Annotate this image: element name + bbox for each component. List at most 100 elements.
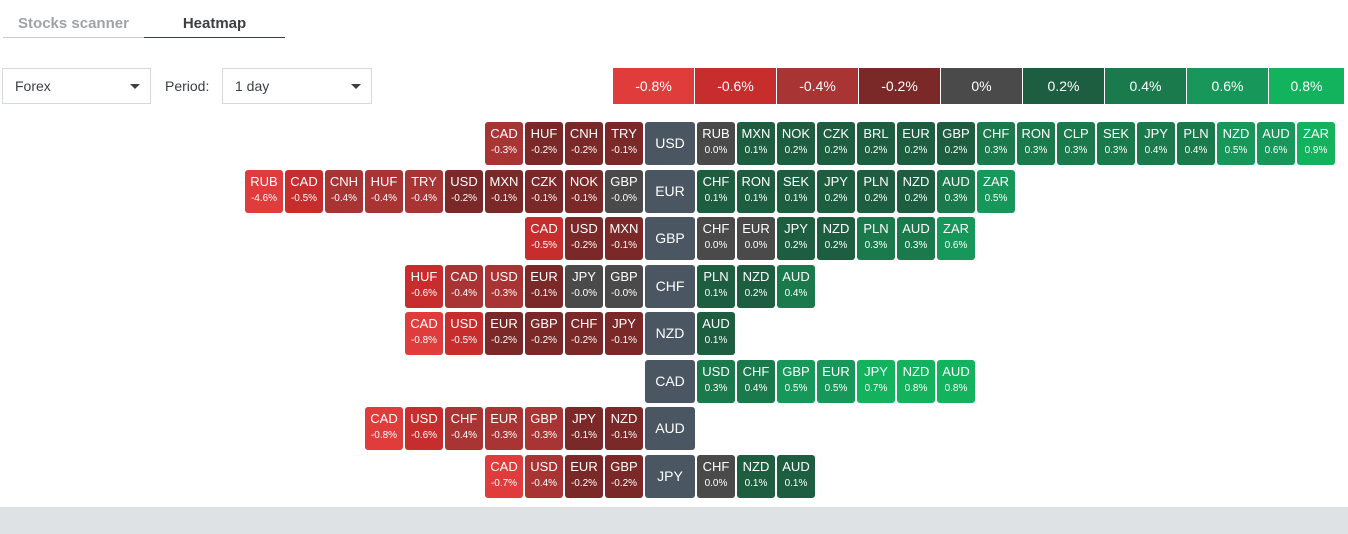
heatmap-cell-usd[interactable]: USD -0.5% <box>445 312 483 355</box>
heatmap-cell-try[interactable]: TRY -0.4% <box>405 170 443 213</box>
heatmap-cell-nzd[interactable]: NZD -0.1% <box>605 407 643 450</box>
cell-change: 0.1% <box>704 288 728 299</box>
base-currency-cad[interactable]: CAD <box>645 360 695 403</box>
heatmap-cell-nok[interactable]: NOK -0.1% <box>565 170 603 213</box>
heatmap-cell-chf[interactable]: CHF 0.0% <box>697 217 735 260</box>
heatmap-cell-jpy[interactable]: JPY -0.0% <box>565 265 603 308</box>
heatmap-cell-jpy[interactable]: JPY 0.7% <box>857 360 895 403</box>
base-currency-aud[interactable]: AUD <box>645 407 695 450</box>
heatmap-cell-aud[interactable]: AUD 0.6% <box>1257 122 1295 165</box>
heatmap-cell-cad[interactable]: CAD -0.8% <box>365 407 403 450</box>
heatmap-cell-nzd[interactable]: NZD 0.2% <box>737 265 775 308</box>
heatmap-cell-gbp[interactable]: GBP 0.2% <box>937 122 975 165</box>
heatmap-cell-sek[interactable]: SEK 0.3% <box>1097 122 1135 165</box>
heatmap-cell-aud[interactable]: AUD 0.1% <box>697 312 735 355</box>
heatmap-cell-nzd[interactable]: NZD 0.1% <box>737 455 775 498</box>
heatmap-cell-usd[interactable]: USD -0.6% <box>405 407 443 450</box>
heatmap-cell-jpy[interactable]: JPY 0.2% <box>777 217 815 260</box>
heatmap-cell-eur[interactable]: EUR -0.2% <box>485 312 523 355</box>
heatmap-cell-chf[interactable]: CHF -0.2% <box>565 312 603 355</box>
heatmap-cell-gbp[interactable]: GBP -0.2% <box>525 312 563 355</box>
heatmap-cell-clp[interactable]: CLP 0.3% <box>1057 122 1095 165</box>
heatmap-cell-usd[interactable]: USD -0.2% <box>445 170 483 213</box>
heatmap-cell-nok[interactable]: NOK 0.2% <box>777 122 815 165</box>
heatmap-cell-nzd[interactable]: NZD 0.5% <box>1217 122 1255 165</box>
heatmap-cell-jpy[interactable]: JPY 0.4% <box>1137 122 1175 165</box>
heatmap-cell-rub[interactable]: RUB 0.0% <box>697 122 735 165</box>
heatmap-cell-nzd[interactable]: NZD 0.2% <box>817 217 855 260</box>
heatmap-cell-huf[interactable]: HUF -0.6% <box>405 265 443 308</box>
heatmap-cell-cad[interactable]: CAD -0.5% <box>525 217 563 260</box>
heatmap-cell-sek[interactable]: SEK 0.1% <box>777 170 815 213</box>
heatmap-cell-eur[interactable]: EUR -0.2% <box>565 455 603 498</box>
market-select[interactable]: Forex <box>2 68 151 104</box>
heatmap-cell-aud[interactable]: AUD 0.8% <box>937 360 975 403</box>
heatmap-cell-cad[interactable]: CAD -0.8% <box>405 312 443 355</box>
heatmap-cell-gbp[interactable]: GBP -0.0% <box>605 170 643 213</box>
heatmap-cell-ron[interactable]: RON 0.1% <box>737 170 775 213</box>
heatmap-cell-usd[interactable]: USD -0.2% <box>565 217 603 260</box>
heatmap-cell-gbp[interactable]: GBP -0.0% <box>605 265 643 308</box>
base-currency-chf[interactable]: CHF <box>645 265 695 308</box>
heatmap-cell-pln[interactable]: PLN 0.1% <box>697 265 735 308</box>
heatmap-cell-usd[interactable]: USD -0.3% <box>485 265 523 308</box>
heatmap-cell-huf[interactable]: HUF -0.4% <box>365 170 403 213</box>
heatmap-cell-gbp[interactable]: GBP -0.2% <box>605 455 643 498</box>
base-currency-usd[interactable]: USD <box>645 122 695 165</box>
heatmap-cell-aud[interactable]: AUD 0.3% <box>937 170 975 213</box>
heatmap-cell-cad[interactable]: CAD -0.5% <box>285 170 323 213</box>
heatmap-cell-mxn[interactable]: MXN -0.1% <box>485 170 523 213</box>
heatmap-cell-pln[interactable]: PLN 0.2% <box>857 170 895 213</box>
heatmap-cell-brl[interactable]: BRL 0.2% <box>857 122 895 165</box>
heatmap-cell-czk[interactable]: CZK 0.2% <box>817 122 855 165</box>
heatmap-cell-eur[interactable]: EUR 0.2% <box>897 122 935 165</box>
base-currency-nzd[interactable]: NZD <box>645 312 695 355</box>
heatmap-cell-eur[interactable]: EUR -0.1% <box>525 265 563 308</box>
heatmap-cell-aud[interactable]: AUD 0.1% <box>777 455 815 498</box>
heatmap-cell-pln[interactable]: PLN 0.4% <box>1177 122 1215 165</box>
heatmap-cell-mxn[interactable]: MXN 0.1% <box>737 122 775 165</box>
heatmap-cell-chf[interactable]: CHF 0.3% <box>977 122 1015 165</box>
base-currency-gbp[interactable]: GBP <box>645 217 695 260</box>
heatmap-cell-mxn[interactable]: MXN -0.1% <box>605 217 643 260</box>
heatmap-cell-chf[interactable]: CHF 0.4% <box>737 360 775 403</box>
heatmap-cell-jpy[interactable]: JPY -0.1% <box>605 312 643 355</box>
tab-heatmap[interactable]: Heatmap <box>144 10 285 38</box>
heatmap-cell-usd[interactable]: USD 0.3% <box>697 360 735 403</box>
tab-stocks-scanner[interactable]: Stocks scanner <box>3 10 144 38</box>
heatmap-cell-czk[interactable]: CZK -0.1% <box>525 170 563 213</box>
heatmap-cell-chf[interactable]: CHF 0.1% <box>697 170 735 213</box>
heatmap-cell-eur[interactable]: EUR -0.3% <box>485 407 523 450</box>
base-currency-jpy[interactable]: JPY <box>645 455 695 498</box>
heatmap-cell-gbp[interactable]: GBP 0.5% <box>777 360 815 403</box>
heatmap-cell-cad[interactable]: CAD -0.4% <box>445 265 483 308</box>
period-select[interactable]: 1 day <box>222 68 372 104</box>
cell-change: 0.2% <box>824 145 848 156</box>
heatmap-cell-nzd[interactable]: NZD 0.8% <box>897 360 935 403</box>
base-currency-eur[interactable]: EUR <box>645 170 695 213</box>
heatmap-cell-jpy[interactable]: JPY -0.1% <box>565 407 603 450</box>
heatmap-cell-nzd[interactable]: NZD 0.2% <box>897 170 935 213</box>
heatmap-cell-ron[interactable]: RON 0.3% <box>1017 122 1055 165</box>
heatmap-cell-pln[interactable]: PLN 0.3% <box>857 217 895 260</box>
heatmap-cell-rub[interactable]: RUB -4.6% <box>245 170 283 213</box>
heatmap-cell-try[interactable]: TRY -0.1% <box>605 122 643 165</box>
heatmap-cell-huf[interactable]: HUF -0.2% <box>525 122 563 165</box>
heatmap-cell-aud[interactable]: AUD 0.3% <box>897 217 935 260</box>
heatmap-cell-cnh[interactable]: CNH -0.2% <box>565 122 603 165</box>
heatmap-cell-cnh[interactable]: CNH -0.4% <box>325 170 363 213</box>
heatmap-cell-cad[interactable]: CAD -0.3% <box>485 122 523 165</box>
cell-symbol: HUF <box>530 126 558 141</box>
heatmap-cell-zar[interactable]: ZAR 0.9% <box>1297 122 1335 165</box>
heatmap-cell-eur[interactable]: EUR 0.0% <box>737 217 775 260</box>
heatmap-cell-chf[interactable]: CHF 0.0% <box>697 455 735 498</box>
heatmap-cell-zar[interactable]: ZAR 0.6% <box>937 217 975 260</box>
heatmap-cell-jpy[interactable]: JPY 0.2% <box>817 170 855 213</box>
heatmap-cell-eur[interactable]: EUR 0.5% <box>817 360 855 403</box>
heatmap-cell-usd[interactable]: USD -0.4% <box>525 455 563 498</box>
heatmap-cell-zar[interactable]: ZAR 0.5% <box>977 170 1015 213</box>
heatmap-cell-aud[interactable]: AUD 0.4% <box>777 265 815 308</box>
heatmap-cell-gbp[interactable]: GBP -0.3% <box>525 407 563 450</box>
heatmap-cell-chf[interactable]: CHF -0.4% <box>445 407 483 450</box>
heatmap-cell-cad[interactable]: CAD -0.7% <box>485 455 523 498</box>
